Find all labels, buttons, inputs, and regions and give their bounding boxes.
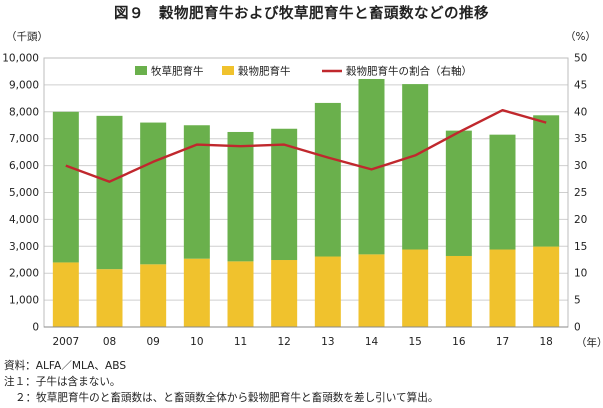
y-left-tick-label: 3,000 (9, 241, 39, 253)
bar-grass-fed (96, 115, 123, 270)
bar-grass-fed (227, 131, 254, 262)
bar-grass-fed (140, 122, 167, 265)
bar-grain-fed (533, 246, 560, 327)
x-tick-label: 18 (539, 336, 552, 348)
line-layer (65, 108, 547, 183)
bar-grain-fed (140, 264, 167, 327)
x-tick-label: 09 (146, 336, 159, 348)
x-tick-label: 16 (452, 336, 466, 348)
bar-grass-fed (52, 111, 79, 263)
y-left-tick-label: 7,000 (9, 133, 39, 145)
legend-label: 牧草肥育牛 (151, 65, 204, 78)
note-2: ２：牧草肥育牛のと畜頭数は、と畜頭数全体から穀物肥育牛と畜頭数を差し引いて算出。 (15, 392, 439, 404)
bar-grain-fed (358, 254, 385, 327)
x-tick-label: 11 (234, 336, 247, 348)
x-tick-label: 13 (321, 336, 334, 348)
bar-grass-fed (271, 128, 298, 261)
bar-grain-fed (489, 249, 516, 327)
bar-grain-fed (183, 258, 210, 327)
x-tick-label: 2007 (52, 336, 79, 348)
y-right-tick-label: 15 (574, 241, 587, 253)
bar-grass-fed (489, 134, 516, 250)
bar-grass-fed (445, 130, 472, 256)
y-left-tick-label: 8,000 (9, 106, 39, 118)
y-left-tick-label: 1,000 (9, 295, 39, 307)
y-left-tick-label: 2,000 (9, 268, 39, 280)
y-left-tick-label: 10,000 (2, 53, 39, 65)
legend-swatch (135, 66, 147, 75)
y-right-tick-label: 45 (574, 79, 587, 91)
grid-layer (44, 57, 568, 301)
legend: 牧草肥育牛 穀物肥育牛 穀物肥育牛の割合（右軸） (135, 65, 472, 78)
line-grain-fed-share (65, 108, 547, 183)
y-left-unit-label: （千頭） (6, 31, 48, 43)
bar-grain-fed (271, 260, 298, 327)
chart-canvas: （千頭） （%） （年） 0 1,000 2,000 3,000 4,000 5,000 6… (2, 31, 603, 349)
bar-grain-fed (227, 261, 254, 327)
x-tick-label: 15 (408, 336, 421, 348)
note-1: 注１：子牛は含まない。 (4, 376, 121, 388)
bar-grain-fed (52, 262, 79, 327)
bar-grain-fed (314, 256, 341, 327)
x-tick-label: 12 (277, 336, 290, 348)
x-tick-label: 14 (365, 336, 379, 348)
y-right-tick-label: 40 (574, 106, 587, 118)
y-right-tick-label: 10 (574, 268, 587, 280)
y-left-tick-label: 9,000 (9, 79, 39, 91)
legend-swatch (222, 66, 234, 75)
bar-grain-fed (402, 249, 429, 327)
y-right-tick-label: 50 (574, 53, 587, 65)
y-right-tick-label: 0 (574, 322, 581, 334)
y-right-tick-label: 20 (574, 214, 587, 226)
y-right-tick-label: 35 (574, 133, 587, 145)
chart-notes: 資料：ALFA／MLA、ABS 注１：子牛は含まない。 ２：牧草肥育牛のと畜頭数… (4, 358, 603, 406)
bars-layer (52, 78, 560, 327)
y-right-tick-label: 5 (574, 295, 581, 307)
x-tick-label: 08 (103, 336, 116, 348)
y-left-tick-label: 4,000 (9, 214, 39, 226)
legend-label: 穀物肥育牛の割合（右軸） (346, 65, 472, 78)
y-right-unit-label: （%） (565, 31, 596, 43)
bar-grass-fed (402, 84, 429, 250)
bar-grass-fed (533, 115, 560, 247)
chart-title: 図９ 穀物肥育牛および牧草肥育牛と畜頭数などの推移 (114, 6, 489, 22)
bar-grass-fed (314, 102, 341, 257)
y-left-tick-label: 5,000 (9, 187, 39, 199)
source-note: 資料：ALFA／MLA、ABS (4, 360, 127, 372)
bar-grain-fed (96, 269, 123, 327)
x-unit-label: （年） (576, 336, 603, 349)
legend-label: 穀物肥育牛 (238, 65, 291, 78)
y-right-tick-label: 25 (574, 187, 587, 199)
x-tick-label: 17 (496, 336, 509, 348)
y-left-tick-label: 6,000 (9, 160, 39, 172)
y-left-tick-label: 0 (32, 322, 39, 334)
bar-grain-fed (445, 255, 472, 327)
x-tick-label: 10 (190, 336, 203, 348)
axes-layer: 0 1,000 2,000 3,000 4,000 5,000 6,000 7,000 8,00… (2, 53, 587, 349)
y-right-tick-label: 30 (574, 160, 587, 172)
